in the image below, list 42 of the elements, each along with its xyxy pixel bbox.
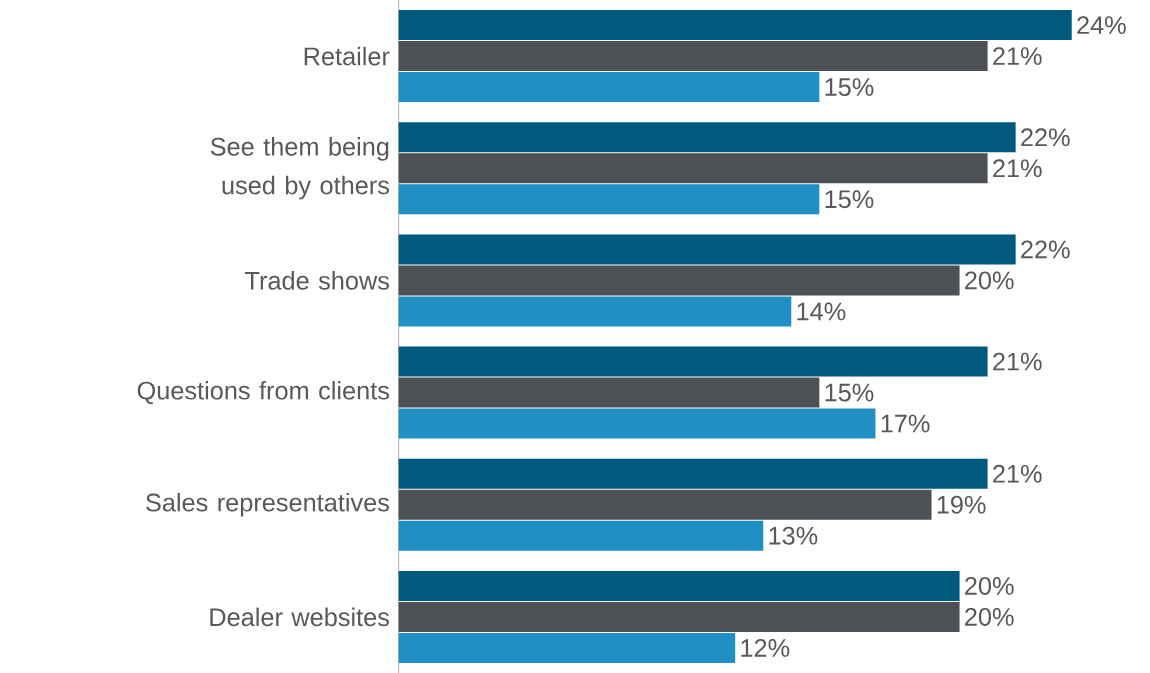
data-label: 15% (825, 78, 874, 96)
data-label: 14% (797, 302, 846, 321)
bar (398, 570, 960, 601)
data-label: 12% (741, 638, 790, 657)
y-tick-label: Trade shows (245, 271, 390, 290)
data-label: 17% (881, 414, 930, 433)
bar (398, 458, 988, 489)
bar (398, 72, 820, 103)
data-label: 20% (965, 607, 1014, 626)
y-tick-label: Questions from clients (137, 381, 389, 405)
data-label: 19% (937, 495, 986, 514)
data-label: 21% (993, 47, 1042, 65)
bar (398, 377, 820, 408)
data-label: 20% (965, 271, 1014, 290)
data-label: 15% (825, 383, 874, 402)
bar (398, 10, 1072, 41)
bar (398, 41, 988, 72)
bar (398, 346, 988, 377)
data-label: 21% (993, 352, 1042, 371)
bar (398, 184, 820, 215)
bar (398, 296, 792, 327)
data-label: 15% (825, 190, 874, 209)
bar (398, 153, 988, 184)
bar (398, 489, 932, 520)
data-label: 24% (1077, 16, 1126, 34)
y-tick-label: Retailer (304, 46, 390, 66)
bar (398, 122, 1016, 153)
bar (398, 234, 1016, 265)
bar (398, 265, 960, 296)
data-label: 22% (1021, 240, 1070, 259)
y-tick-label: Sales representatives (146, 492, 389, 517)
data-label: 20% (965, 576, 1014, 595)
data-label: 22% (1021, 128, 1070, 147)
data-label: 21% (993, 464, 1042, 483)
bar (398, 632, 736, 663)
data-label: 13% (769, 526, 818, 545)
bar (398, 601, 960, 632)
y-tick-label: See them being used by others (210, 137, 389, 200)
y-tick-label: Dealer websites (210, 607, 389, 627)
bar (398, 408, 876, 439)
data-label: 21% (993, 159, 1042, 178)
bar (398, 520, 764, 551)
